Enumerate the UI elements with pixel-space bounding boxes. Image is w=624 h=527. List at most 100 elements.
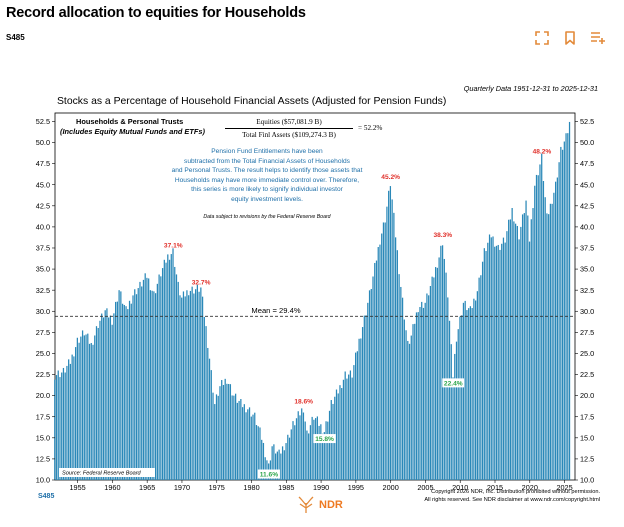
bar: [320, 424, 322, 480]
bar: [163, 259, 165, 480]
bar: [221, 380, 223, 480]
bar: [301, 408, 303, 480]
bar: [275, 453, 277, 480]
y-tick-label-left: 10.0: [36, 476, 50, 485]
bar: [121, 303, 124, 480]
peak-label: 45.2%: [381, 174, 400, 181]
bar: [116, 301, 118, 480]
bar: [438, 257, 440, 480]
bookmark-button[interactable]: [558, 26, 582, 50]
y-tick-label-left: 42.5: [36, 201, 50, 210]
bar: [188, 295, 190, 480]
bar: [415, 312, 418, 480]
bar: [344, 371, 346, 480]
bar: [381, 233, 383, 480]
bar: [240, 399, 242, 480]
bar: [483, 248, 485, 480]
bar: [236, 402, 238, 480]
y-tick-label-left: 22.5: [36, 370, 50, 379]
bar: [318, 425, 320, 480]
bar: [358, 338, 360, 480]
bar: [174, 266, 176, 480]
y-tick-label-left: 45.0: [36, 180, 50, 189]
bar: [471, 308, 473, 480]
y-tick-label-left: 30.0: [36, 307, 50, 316]
trough-label-bg: [313, 434, 336, 444]
bar: [377, 247, 379, 480]
bar: [398, 274, 400, 480]
x-tick-label: 2025: [556, 483, 572, 492]
bar: [328, 410, 331, 480]
bar: [396, 250, 398, 480]
bar: [436, 267, 438, 480]
bar: [311, 416, 313, 480]
bar: [186, 290, 188, 480]
y-tick-label-left: 32.5: [36, 286, 50, 295]
bar: [189, 290, 192, 480]
bar: [488, 234, 491, 480]
bar: [445, 272, 447, 480]
bar: [443, 258, 445, 480]
bar: [480, 275, 482, 480]
x-tick-label: 1980: [243, 483, 259, 492]
trough-label: 22.4%: [444, 380, 463, 387]
bar: [553, 192, 555, 480]
bar: [414, 323, 416, 480]
bar: [431, 276, 433, 480]
bar: [506, 231, 508, 480]
bar: [532, 208, 534, 481]
y-tick-label-left: 27.5: [36, 328, 50, 337]
bar: [259, 427, 261, 480]
bar: [135, 294, 138, 480]
bar: [254, 412, 256, 480]
bar: [142, 279, 145, 480]
bar: [485, 251, 487, 480]
bar: [388, 190, 390, 481]
expand-button[interactable]: [530, 26, 554, 50]
x-tick-label: 1985: [278, 483, 294, 492]
bar: [250, 416, 252, 480]
bar: [391, 199, 393, 480]
note-line: Pension Fund Entitlements have been: [211, 148, 323, 155]
bar: [61, 372, 63, 480]
bar: [355, 352, 357, 480]
y-tick-label-left: 25.0: [36, 349, 50, 358]
bar: [335, 389, 338, 480]
bar: [177, 281, 179, 480]
bar: [302, 412, 305, 480]
bar: [146, 277, 148, 480]
bar: [365, 315, 367, 480]
add-to-list-button[interactable]: [586, 26, 610, 50]
bar: [108, 317, 110, 480]
bar: [511, 208, 513, 480]
x-tick-label: 2020: [522, 483, 538, 492]
bar: [276, 451, 278, 480]
bar: [55, 375, 58, 480]
bar: [549, 203, 552, 480]
bar: [130, 303, 132, 480]
bar: [54, 379, 56, 480]
bar: [537, 175, 539, 480]
bar: [337, 393, 339, 480]
bar: [226, 383, 228, 480]
footer-chart-code: S485: [38, 493, 55, 500]
bar: [481, 261, 484, 480]
bar: [466, 310, 468, 480]
ndr-logo: NDR: [296, 496, 343, 514]
bar: [283, 450, 285, 480]
bar: [68, 359, 70, 480]
y-tick-label-left: 17.5: [36, 412, 50, 421]
bar: [490, 237, 492, 480]
bar: [555, 181, 557, 480]
bar: [64, 372, 66, 480]
formula-result: = 52.2%: [358, 124, 383, 132]
bar: [149, 290, 152, 480]
bar: [241, 407, 244, 480]
bar: [375, 260, 378, 480]
peak-label: 32.7%: [192, 279, 211, 286]
bar: [403, 319, 405, 480]
note-line: and Personal Trusts. The result helps to…: [171, 167, 363, 174]
x-tick-label: 1995: [348, 483, 364, 492]
bar: [475, 300, 477, 480]
x-tick-label: 1960: [104, 483, 120, 492]
